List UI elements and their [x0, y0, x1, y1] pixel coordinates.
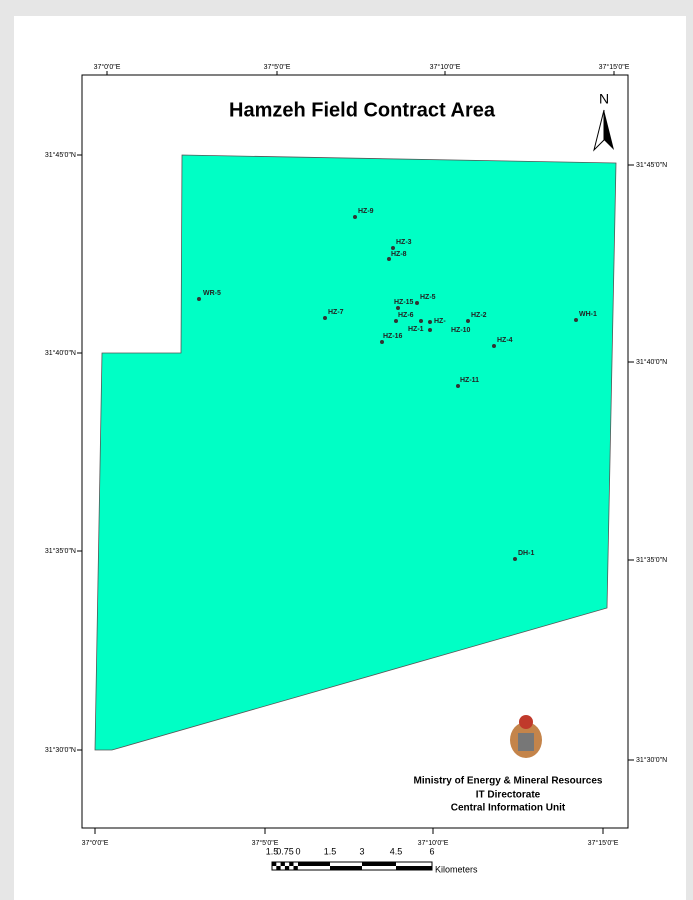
well-label: HZ-5 [420, 294, 436, 301]
scale-label: 1.5 [266, 846, 279, 856]
map-title: Hamzeh Field Contract Area [229, 99, 496, 121]
scale-seg [276, 866, 281, 870]
scale-unit: Kilometers [435, 864, 478, 874]
well-point [323, 316, 327, 320]
well-label: HZ-15 [394, 299, 414, 306]
well-label: HZ-3 [396, 239, 412, 246]
scale-seg [396, 866, 432, 870]
bottom-label: 37°15'0"E [588, 839, 619, 847]
scale-seg [272, 862, 277, 866]
top-label: 37°5'0"E [264, 63, 291, 71]
well-point [492, 344, 496, 348]
well-label: HZ-1 [408, 326, 424, 333]
scale-label: 0 [295, 846, 300, 856]
well-point [391, 246, 395, 250]
scale-seg [284, 866, 290, 870]
bottom-label: 37°0'0"E [82, 839, 109, 847]
scale-seg [280, 862, 285, 866]
north-arrow-right [604, 110, 614, 150]
left-label: 31°30'0"N [45, 746, 76, 754]
right-label: 31°40'0"N [636, 358, 667, 366]
scale-seg [293, 866, 298, 870]
credit-line: Ministry of Energy & Mineral Resources [414, 776, 603, 787]
well-label: WH-1 [579, 311, 597, 318]
left-label: 31°35'0"N [45, 547, 76, 555]
well-label: HZ-8 [391, 251, 407, 258]
well-label: HZ-4 [497, 337, 513, 344]
scale-label: 1.5 [324, 846, 337, 856]
well-point [419, 319, 423, 323]
emblem [510, 715, 542, 758]
scale-label: 0.75 [276, 846, 294, 856]
scale-bar: 1.50.75 0 1.5 3 4.5 6 [266, 846, 435, 871]
bottom-label: 37°5'0"E [252, 839, 279, 847]
well-label: HZ-11 [460, 377, 479, 384]
right-label: 31°30'0"N [636, 756, 667, 764]
well-point [353, 215, 357, 219]
well-label: HZ-7 [328, 309, 344, 316]
well-point [415, 301, 419, 305]
scale-seg [289, 862, 294, 866]
well-point [387, 257, 391, 261]
well-point [396, 306, 400, 310]
scale-seg [298, 862, 330, 866]
well-label: HZ- [434, 318, 446, 325]
left-label: 31°40'0"N [45, 349, 76, 357]
well-point [197, 297, 201, 301]
scale-label: 4.5 [390, 846, 403, 856]
well-point [513, 557, 517, 561]
scale-label: 6 [429, 846, 434, 856]
well-label: DH-1 [518, 550, 534, 557]
well-label: HZ-2 [471, 312, 487, 319]
bottom-label: 37°10'0"E [418, 839, 449, 847]
well-label: WR-5 [203, 290, 221, 297]
scale-seg [362, 862, 396, 866]
scale-seg [330, 866, 362, 870]
credit-line: IT Directorate [476, 790, 541, 801]
well-label: HZ-16 [383, 333, 403, 340]
well-point [380, 340, 384, 344]
contract-area [94, 154, 617, 751]
well-point [466, 319, 470, 323]
well-point [394, 319, 398, 323]
well-point [428, 328, 432, 332]
right-label: 31°35'0"N [636, 556, 667, 564]
top-label: 37°0'0"E [94, 63, 121, 71]
credit-line: Central Information Unit [451, 803, 566, 814]
well-label: HZ-10 [451, 327, 471, 334]
left-label: 31°45'0"N [45, 151, 76, 159]
scale-label: 3 [359, 846, 364, 856]
well-label: HZ-6 [398, 312, 414, 319]
well-point [574, 318, 578, 322]
right-label: 31°45'0"N [636, 161, 667, 169]
well-point [428, 320, 432, 324]
well-label: HZ-9 [358, 208, 374, 215]
well-point [456, 384, 460, 388]
top-label: 37°10'0"E [430, 63, 461, 71]
north-label: N [599, 91, 609, 107]
top-label: 37°15'0"E [599, 63, 630, 71]
